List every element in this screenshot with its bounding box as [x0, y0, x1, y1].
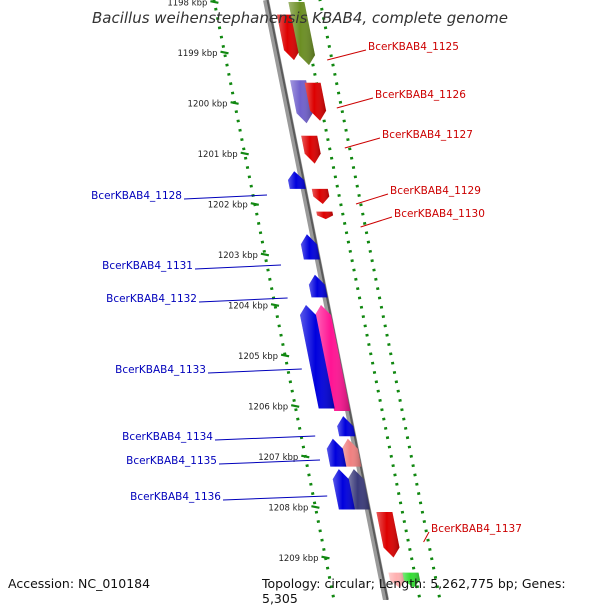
gene-label[interactable]: BcerKBAB4_1129: [390, 185, 481, 197]
ruler-tick: [210, 0, 219, 4]
gene-arrow[interactable]: [341, 438, 362, 467]
gene-arrow-shade: [288, 2, 315, 66]
gene-label-leader: [327, 49, 367, 61]
ruler-tick-label: 1205 kbp: [238, 352, 278, 362]
gene-arrow[interactable]: [376, 512, 400, 558]
ruler-tick-label: 1203 kbp: [218, 251, 258, 261]
gene-arrow[interactable]: [288, 171, 306, 189]
accession-text: Accession: NC_010184: [8, 576, 151, 591]
ruler-tick-label: 1198 kbp: [167, 0, 207, 9]
ruler-tick-label: 1202 kbp: [208, 201, 248, 211]
ruler-tick-label: 1199 kbp: [177, 49, 217, 59]
gene-label-leader: [218, 459, 321, 465]
gene-arrow[interactable]: [337, 416, 356, 437]
gene-label[interactable]: BcerKBAB4_1130: [394, 208, 485, 220]
gene-label[interactable]: BcerKBAB4_1136: [130, 491, 221, 503]
gene-arrow[interactable]: [288, 2, 315, 66]
ruler-tick-label: 1200 kbp: [188, 100, 228, 110]
gene-arrow-shade: [315, 305, 351, 411]
gene-label-leader: [207, 368, 302, 374]
ruler-tick-label: 1206 kbp: [248, 403, 288, 413]
gene-arrow-shade: [311, 188, 330, 204]
gene-label-leader: [194, 264, 282, 270]
gene-label-leader: [344, 137, 381, 149]
outer-dotted-line: [298, 0, 422, 600]
gene-arrow-shade: [402, 572, 420, 588]
gene-label[interactable]: BcerKBAB4_1134: [122, 431, 213, 443]
gene-arrow[interactable]: [316, 211, 334, 220]
map-title: Bacillus weihenstephanensis KBAB4, compl…: [91, 9, 509, 27]
gene-label[interactable]: BcerKBAB4_1131: [102, 260, 193, 272]
gene-track: [276, 2, 421, 588]
ruler-tick: [290, 404, 300, 408]
gene-label-leader: [214, 435, 316, 441]
ruler-tick-label: 1204 kbp: [228, 302, 268, 312]
gene-label-leader: [183, 194, 268, 200]
gene-label-leader: [198, 297, 288, 303]
gene-arrow-shade: [326, 438, 347, 467]
gene-label[interactable]: BcerKBAB4_1127: [382, 129, 473, 141]
ruler-tick: [240, 151, 249, 156]
gene-arrow-shade: [341, 438, 362, 467]
outer-boundary-dotted-line: [318, 0, 442, 600]
gene-arrow[interactable]: [402, 572, 421, 588]
gene-arrow-shade: [332, 469, 355, 510]
ruler-tick-label: 1207 kbp: [258, 453, 298, 463]
gene-arrow-shade: [304, 82, 327, 121]
gene-arrow[interactable]: [308, 274, 328, 298]
ruler-tick: [311, 505, 320, 509]
gene-label[interactable]: BcerKBAB4_1126: [375, 89, 466, 101]
gene-arrow[interactable]: [301, 135, 321, 164]
gene-arrow[interactable]: [332, 469, 355, 510]
gene-arrow-shade: [300, 305, 335, 409]
gene-label-leader: [355, 193, 389, 205]
gene-arrow[interactable]: [347, 469, 370, 510]
ruler-tick: [280, 353, 290, 358]
ruler-tick: [260, 252, 270, 257]
gene-arrow-shade: [316, 211, 334, 220]
ruler-tick: [250, 202, 260, 206]
gene-arrow-shade: [308, 274, 328, 298]
inner-dotted-line: [212, 0, 336, 600]
ruler: 1198 kbp 1199 kbp 1200 kbp 1201 kbp 1202 kbp…: [167, 0, 442, 600]
gene-arrow[interactable]: [311, 188, 330, 204]
ruler-tick-label: 1208 kbp: [268, 504, 308, 514]
gene-arrow-shade: [300, 234, 320, 260]
gene-label[interactable]: BcerKBAB4_1137: [431, 523, 522, 535]
gene-label[interactable]: BcerKBAB4_1133: [115, 364, 206, 376]
gene-label-leader: [360, 216, 393, 228]
gene-arrow-shade: [388, 572, 406, 588]
ruler-tick: [230, 101, 239, 105]
gene-label[interactable]: BcerKBAB4_1135: [126, 455, 217, 467]
gene-arrow-shade: [376, 512, 400, 558]
gene-arrow[interactable]: [315, 305, 351, 411]
ruler-tick: [270, 303, 280, 307]
gene-arrow[interactable]: [300, 234, 320, 260]
gene-arrow[interactable]: [300, 305, 335, 409]
gene-label-leader: [423, 531, 430, 543]
gene-arrow[interactable]: [388, 572, 407, 588]
ruler-tick-label: 1201 kbp: [198, 150, 238, 160]
gene-arrow[interactable]: [326, 438, 347, 467]
gene-arrow-shade: [288, 171, 306, 189]
ruler-tick: [301, 454, 310, 459]
ruler-tick-label: 1209 kbp: [278, 554, 318, 564]
genome-stats-text: Topology: circular; Length: 5,262,775 bp…: [262, 576, 566, 606]
ruler-tick: [220, 50, 229, 55]
ruler-tick: [321, 555, 330, 560]
gene-label[interactable]: BcerKBAB4_1132: [106, 293, 197, 305]
gene-labels: BcerKBAB4_1125 BcerKBAB4_1126 BcerKBAB4_11…: [91, 41, 522, 543]
gene-label-leader: [336, 97, 374, 109]
gene-label-leader: [222, 495, 328, 501]
gene-arrow-shade: [347, 469, 370, 510]
gene-arrow-shade: [337, 416, 356, 437]
gene-arrow[interactable]: [304, 82, 327, 121]
gene-label[interactable]: BcerKBAB4_1125: [368, 41, 459, 53]
gene-arrow-shade: [301, 135, 321, 164]
gene-label[interactable]: BcerKBAB4_1128: [91, 190, 182, 202]
